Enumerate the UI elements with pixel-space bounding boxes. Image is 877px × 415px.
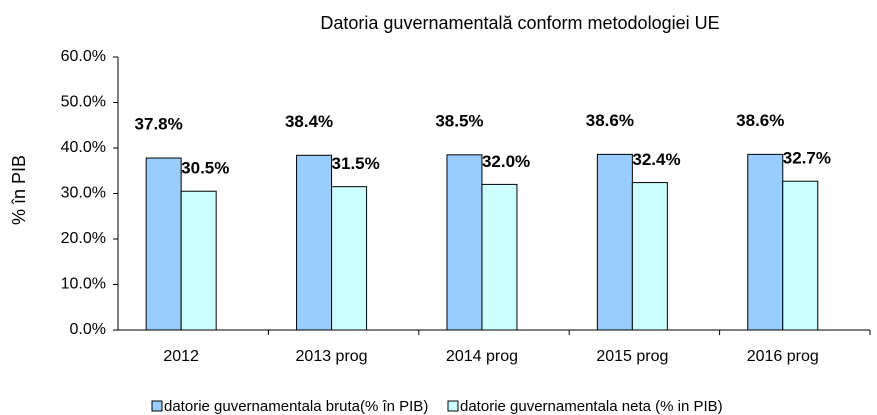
chart-title: Datoria guvernamentală conform metodolog… (320, 13, 719, 33)
bar (481, 183, 518, 331)
x-tick-label: 2016 prog (747, 348, 819, 365)
legend-label: datorie guvernamentala bruta(% în PIB) (164, 398, 428, 415)
value-label: 31.5% (332, 154, 380, 173)
legend-label: datorie guvernamentala neta (% in PIB) (460, 398, 723, 415)
legend-swatch (151, 400, 163, 412)
value-label: 38.6% (586, 111, 634, 130)
x-tick-label: 2013 prog (296, 348, 368, 365)
value-label: 30.5% (181, 159, 229, 178)
value-label: 32.7% (783, 149, 831, 168)
value-label: 32.0% (482, 152, 530, 171)
bar (747, 153, 784, 331)
bar (180, 190, 217, 331)
bar (145, 157, 182, 331)
bar (296, 154, 333, 331)
bar (596, 153, 633, 331)
x-tick-label: 2012 (163, 348, 199, 365)
value-label: 32.4% (632, 150, 680, 169)
value-label: 38.4% (285, 112, 333, 131)
bar (446, 154, 483, 331)
value-label: 38.6% (736, 111, 784, 130)
y-tick-label: 40.0% (61, 139, 106, 156)
y-tick-label: 50.0% (61, 94, 106, 111)
x-tick-label: 2015 prog (596, 348, 668, 365)
legend-swatch (447, 400, 459, 412)
bar (782, 180, 819, 331)
y-tick-label: 0.0% (70, 321, 106, 338)
y-tick-label: 20.0% (61, 230, 106, 247)
value-label: 37.8% (135, 114, 183, 133)
y-tick-label: 10.0% (61, 276, 106, 293)
y-tick-label: 60.0% (61, 48, 106, 65)
bar (331, 186, 368, 331)
x-tick-label: 2014 prog (446, 348, 518, 365)
y-tick-label: 30.0% (61, 185, 106, 202)
value-label: 38.5% (435, 111, 483, 130)
y-axis-label: % în PIB (9, 155, 29, 225)
bar (631, 182, 668, 331)
